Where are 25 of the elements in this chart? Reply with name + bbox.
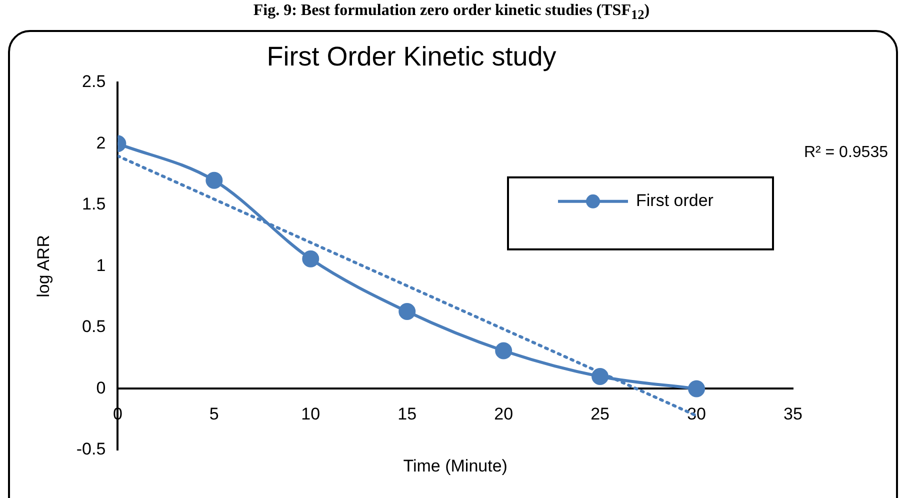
y-tick-label: 0	[96, 378, 106, 398]
point	[495, 342, 512, 360]
x-tick-label: 15	[398, 404, 417, 424]
y-tick-label: 1	[96, 256, 106, 275]
x-tick-label: 25	[590, 404, 610, 424]
x-tick-label: 20	[494, 404, 514, 424]
y-tick-label: 1.5	[82, 194, 106, 214]
point	[398, 303, 416, 320]
y-tick-label: -0.5	[76, 440, 106, 459]
caption: Fig. 9: Best formulation zero order kinetic studies (TSF$_{12}$)	[252, 2, 651, 24]
x-axis-title: Time (Minute)	[403, 456, 508, 476]
legend-label: First order	[636, 191, 714, 210]
point	[206, 172, 223, 189]
x-tick-label: 10	[301, 404, 320, 424]
y-tick-label: 2.5	[82, 72, 106, 92]
x-tick-label: 35	[784, 404, 802, 424]
point	[592, 368, 609, 385]
y-tick-label: 2	[96, 133, 106, 152]
y-axis-title: log ARR	[34, 235, 53, 298]
text: R² = 0.9535	[804, 144, 888, 161]
point	[688, 380, 706, 398]
point	[302, 250, 320, 268]
x-tick-label: 5	[209, 404, 219, 424]
y-tick-label: 0.5	[82, 317, 106, 336]
chart-title: First Order Kinetic study	[266, 42, 557, 72]
